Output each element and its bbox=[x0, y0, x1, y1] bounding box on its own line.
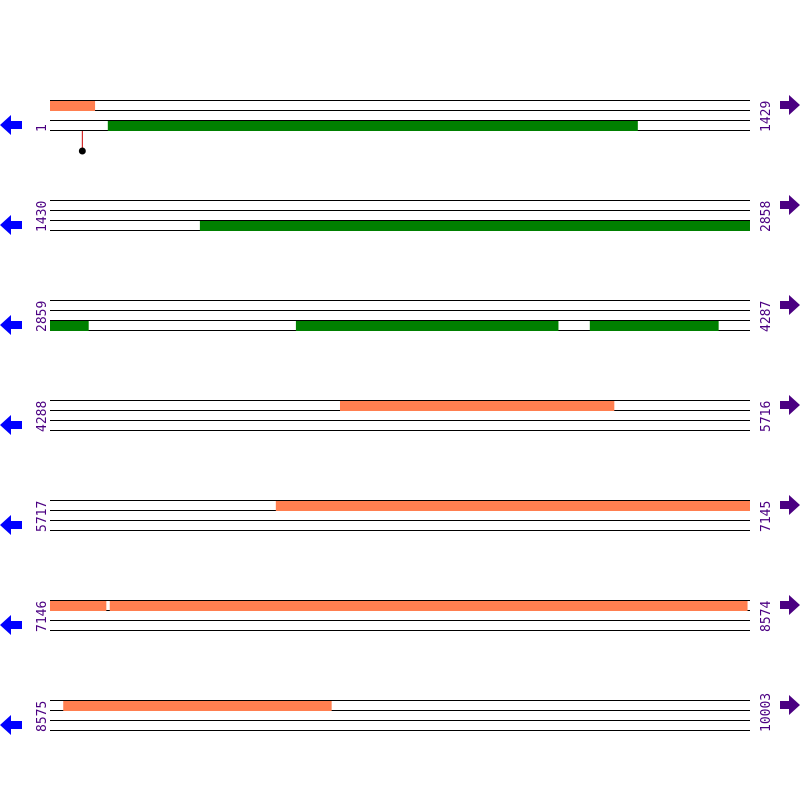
arrow-right-icon bbox=[780, 95, 800, 115]
feature-bar-green bbox=[50, 321, 89, 331]
arrow-left-icon bbox=[0, 315, 22, 335]
feature-bar-green bbox=[199, 221, 751, 231]
feature-bar-orange bbox=[109, 601, 748, 611]
row-end-label: 1429 bbox=[759, 101, 774, 132]
sequence-row: 8575 10003 bbox=[0, 693, 800, 735]
feature-bar-orange bbox=[275, 501, 750, 511]
marker-head bbox=[78, 147, 86, 155]
row-start-label: 2859 bbox=[35, 301, 50, 332]
feature-bar-orange bbox=[50, 101, 96, 111]
row-end-label: 8574 bbox=[759, 601, 774, 632]
arrow-right-icon bbox=[780, 695, 800, 715]
arrow-right-icon bbox=[780, 595, 800, 615]
row-end-label: 7145 bbox=[759, 501, 774, 532]
row-start-label: 1 bbox=[35, 124, 50, 132]
arrow-left-icon bbox=[0, 515, 22, 535]
row-end-label: 10003 bbox=[759, 693, 774, 732]
row-start-label: 5717 bbox=[35, 501, 50, 532]
arrow-right-icon bbox=[780, 395, 800, 415]
row-end-label: 2858 bbox=[759, 201, 774, 232]
arrow-right-icon bbox=[780, 295, 800, 315]
row-start-label: 1430 bbox=[35, 201, 50, 232]
row-start-label: 4288 bbox=[35, 401, 50, 432]
arrow-left-icon bbox=[0, 415, 22, 435]
feature-bar-orange bbox=[50, 601, 107, 611]
row-end-label: 5716 bbox=[759, 401, 774, 432]
arrow-right-icon bbox=[780, 495, 800, 515]
sequence-row: 7146 8574 bbox=[0, 595, 800, 635]
sequence-row: 2859 4287 bbox=[0, 295, 800, 335]
row-start-label: 8575 bbox=[35, 701, 50, 732]
arrow-left-icon bbox=[0, 115, 22, 135]
feature-bar-green bbox=[589, 321, 719, 331]
arrow-left-icon bbox=[0, 715, 22, 735]
feature-bar-green bbox=[295, 321, 559, 331]
arrow-right-icon bbox=[780, 195, 800, 215]
arrow-left-icon bbox=[0, 615, 22, 635]
arrow-left-icon bbox=[0, 215, 22, 235]
feature-bar-orange bbox=[339, 401, 615, 411]
row-end-label: 4287 bbox=[759, 301, 774, 332]
feature-bar-orange bbox=[63, 701, 332, 711]
feature-bar-green bbox=[107, 121, 638, 131]
row-start-label: 7146 bbox=[35, 601, 50, 632]
